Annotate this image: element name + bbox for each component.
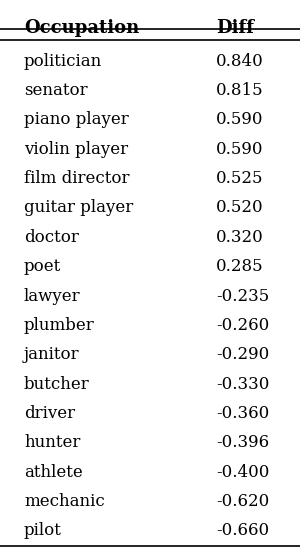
Text: butcher: butcher (24, 376, 90, 393)
Text: film director: film director (24, 170, 130, 187)
Text: mechanic: mechanic (24, 493, 105, 510)
Text: 0.520: 0.520 (216, 199, 264, 217)
Text: -0.660: -0.660 (216, 522, 269, 540)
Text: -0.290: -0.290 (216, 346, 269, 363)
Text: -0.235: -0.235 (216, 288, 269, 305)
Text: poet: poet (24, 258, 61, 275)
Text: politician: politician (24, 53, 102, 70)
Text: 0.840: 0.840 (216, 53, 264, 70)
Text: doctor: doctor (24, 229, 79, 246)
Text: -0.396: -0.396 (216, 434, 269, 452)
Text: 0.525: 0.525 (216, 170, 263, 187)
Text: violin player: violin player (24, 141, 128, 158)
Text: -0.620: -0.620 (216, 493, 269, 510)
Text: Diff: Diff (216, 19, 254, 37)
Text: senator: senator (24, 82, 88, 99)
Text: 0.590: 0.590 (216, 111, 263, 129)
Text: Occupation: Occupation (24, 19, 139, 37)
Text: 0.590: 0.590 (216, 141, 263, 158)
Text: lawyer: lawyer (24, 288, 81, 305)
Text: -0.260: -0.260 (216, 317, 269, 334)
Text: piano player: piano player (24, 111, 129, 129)
Text: janitor: janitor (24, 346, 80, 363)
Text: 0.815: 0.815 (216, 82, 264, 99)
Text: guitar player: guitar player (24, 199, 133, 217)
Text: plumber: plumber (24, 317, 95, 334)
Text: -0.400: -0.400 (216, 464, 269, 481)
Text: -0.360: -0.360 (216, 405, 269, 422)
Text: 0.285: 0.285 (216, 258, 264, 275)
Text: hunter: hunter (24, 434, 80, 452)
Text: -0.330: -0.330 (216, 376, 269, 393)
Text: pilot: pilot (24, 522, 62, 540)
Text: athlete: athlete (24, 464, 83, 481)
Text: driver: driver (24, 405, 75, 422)
Text: 0.320: 0.320 (216, 229, 264, 246)
